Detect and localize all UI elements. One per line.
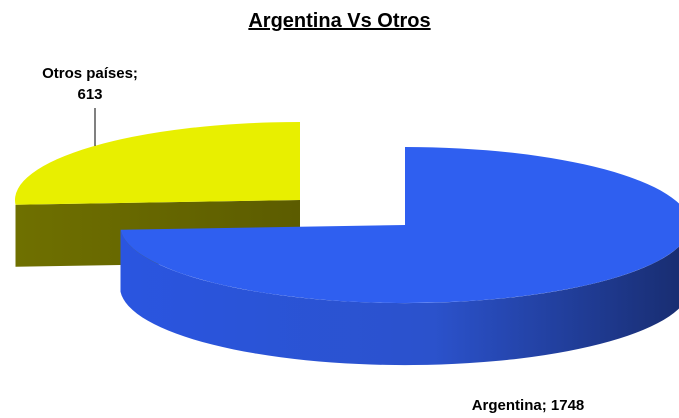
label-otros-paises-line2: 613 — [77, 86, 102, 103]
pie-slice-argentina-top — [120, 147, 679, 303]
pie-slice-otros-top — [14, 122, 301, 205]
label-argentina: Argentina; 1748 — [472, 397, 585, 414]
chart-title: Argentina Vs Otros — [248, 10, 431, 32]
pie-slice-argentina — [120, 147, 679, 366]
label-otros-paises-line1: Otros países; — [42, 65, 138, 82]
pie-slice-argentina-side — [120, 229, 679, 366]
